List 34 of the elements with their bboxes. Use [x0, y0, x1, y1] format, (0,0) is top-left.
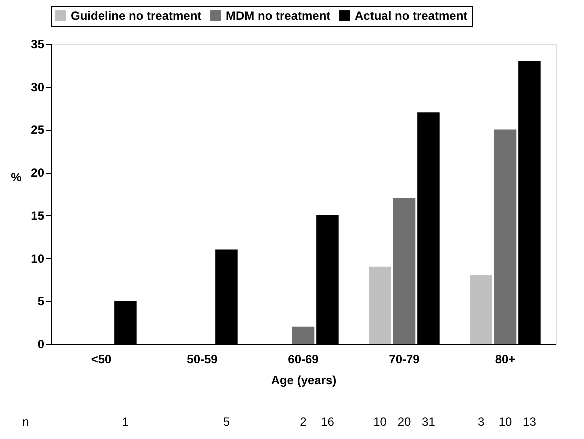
y-tick-label: 15 [31, 208, 45, 223]
y-tick-label: 5 [38, 294, 45, 309]
x-tick-label: 70-79 [389, 352, 420, 366]
bar [470, 275, 492, 344]
bar [393, 198, 416, 344]
x-tick-label: 60-69 [288, 352, 320, 366]
text: 13 [523, 415, 537, 429]
bar [292, 326, 315, 344]
legend-label: Guideline no treatment [71, 9, 202, 23]
text: 31 [422, 415, 436, 429]
text: 2 [300, 415, 308, 429]
x-axis-title: Age (years) [271, 374, 337, 388]
y-tick-label: 20 [31, 166, 45, 180]
text: 16 [321, 415, 335, 429]
bar [494, 130, 517, 344]
x-tick-label: 50-59 [187, 352, 218, 366]
x-tick-label: 80+ [495, 352, 516, 366]
bar [369, 266, 392, 344]
legend-label: Actual no treatment [355, 9, 468, 23]
text: 1 [122, 415, 130, 429]
y-tick-label: 35 [31, 38, 45, 52]
text: 20 [398, 415, 412, 429]
legend-label: MDM no treatment [226, 9, 331, 23]
y-tick-label: 0 [38, 338, 45, 352]
y-tick-label: 30 [31, 80, 45, 94]
text: n [22, 415, 30, 429]
text: 3 [478, 415, 485, 429]
y-tick-label: 25 [31, 123, 45, 138]
y-tick-label: 10 [31, 252, 45, 266]
y-axis-title: % [11, 170, 22, 184]
text: 10 [374, 415, 388, 429]
text: 5 [223, 415, 230, 429]
x-tick-label: <50 [91, 352, 112, 366]
text: 10 [498, 415, 512, 429]
